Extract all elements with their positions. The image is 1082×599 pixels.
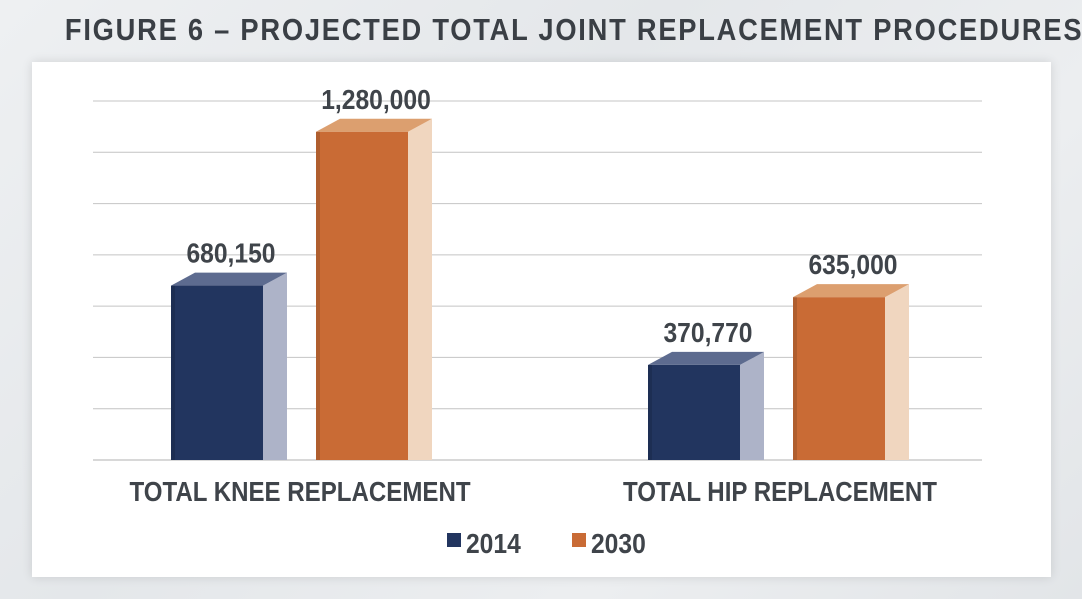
bar-top-face bbox=[648, 351, 764, 365]
bar-top-face bbox=[316, 118, 432, 132]
bars bbox=[171, 118, 909, 461]
legend-swatch bbox=[447, 533, 461, 547]
category-labels: TOTAL KNEE REPLACEMENT TOTAL HIP REPLACEM… bbox=[129, 475, 937, 507]
bar-front-face bbox=[648, 364, 740, 460]
bar-front-shade bbox=[793, 297, 797, 460]
bar-side-face bbox=[408, 118, 432, 461]
legend-label: 2014 bbox=[466, 528, 521, 560]
legend-swatch bbox=[572, 533, 586, 547]
data-label: 635,000 bbox=[808, 249, 897, 281]
bar-front-face bbox=[316, 131, 408, 460]
bar-side-face bbox=[885, 284, 909, 460]
chart-title: FIGURE 6 – PROJECTED TOTAL JOINT REPLACE… bbox=[64, 12, 1082, 47]
legend-item-2014: 2014 bbox=[447, 528, 521, 560]
bar-side-face bbox=[263, 272, 287, 460]
bar-front-shade bbox=[316, 131, 320, 460]
category-label: TOTAL KNEE REPLACEMENT bbox=[129, 475, 470, 507]
bar-front-face bbox=[171, 285, 263, 460]
legend-label: 2030 bbox=[591, 528, 646, 560]
data-label: 1,280,000 bbox=[321, 83, 431, 115]
bar-front-shade bbox=[171, 285, 175, 460]
bar-2030-hip bbox=[793, 284, 909, 460]
bar-2030-knee bbox=[316, 118, 432, 461]
category-label: TOTAL HIP REPLACEMENT bbox=[623, 475, 937, 507]
bar-side-face bbox=[740, 351, 764, 460]
bar-front-shade bbox=[648, 364, 652, 460]
data-labels: 680,150 370,770 1,280,000 635,000 bbox=[186, 83, 897, 348]
data-label: 370,770 bbox=[663, 316, 752, 348]
bar-top-face bbox=[171, 272, 287, 286]
legend-item-2030: 2030 bbox=[572, 528, 646, 560]
data-label: 680,150 bbox=[186, 237, 275, 269]
bar-front-face bbox=[793, 297, 885, 460]
bar-2014-knee bbox=[171, 272, 287, 460]
bar-2014-hip bbox=[648, 351, 764, 460]
legend: 2014 2030 bbox=[447, 528, 646, 560]
bar-top-face bbox=[793, 284, 909, 298]
